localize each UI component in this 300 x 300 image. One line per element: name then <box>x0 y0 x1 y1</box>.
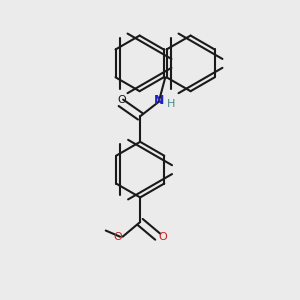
Text: O: O <box>113 232 122 242</box>
Text: O: O <box>117 95 126 105</box>
Text: O: O <box>159 232 167 242</box>
Text: N: N <box>154 94 164 107</box>
Text: H: H <box>167 99 176 110</box>
